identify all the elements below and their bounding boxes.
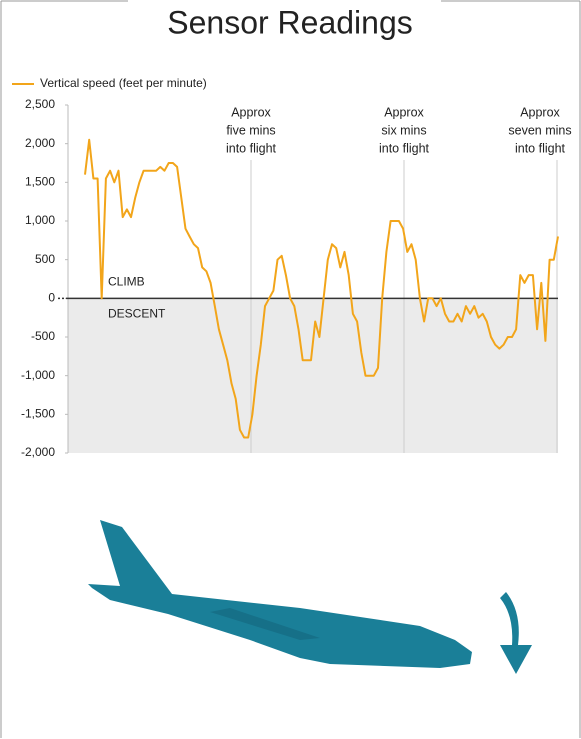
y-tick-label: 2,000 [25,136,55,150]
chart-title: Sensor Readings [167,4,412,40]
y-tick-label: -1,500 [21,407,55,421]
annotation-text: Approx [231,105,271,119]
y-tick-label: 1,500 [25,175,55,189]
annotation-text: into flight [226,141,277,155]
zone-label: DESCENT [108,307,166,321]
y-tick-label: -1,000 [21,368,55,382]
y-tick-label: 1,000 [25,213,55,227]
airplane [88,520,532,674]
y-tick-label: -2,000 [21,445,55,459]
y-tick-label: -500 [31,329,55,343]
y-tick-label: 500 [35,252,55,266]
annotation-text: into flight [379,141,430,155]
annotation-text: into flight [515,141,566,155]
descent-area [68,298,558,453]
annotation-text: five mins [226,123,275,137]
legend-label: Vertical speed (feet per minute) [40,76,207,90]
annotation-text: seven mins [508,123,571,137]
wing [210,608,320,640]
y-tick-label: 2,500 [25,97,55,111]
annotation-text: six mins [381,123,426,137]
data-line [84,138,559,439]
fuselage [88,520,472,668]
annotation-text: Approx [384,105,424,119]
y-tick-label: 0 [48,291,55,305]
annotation-text: Approx [520,105,560,119]
arrow [500,592,532,674]
zone-label: CLIMB [108,275,145,289]
